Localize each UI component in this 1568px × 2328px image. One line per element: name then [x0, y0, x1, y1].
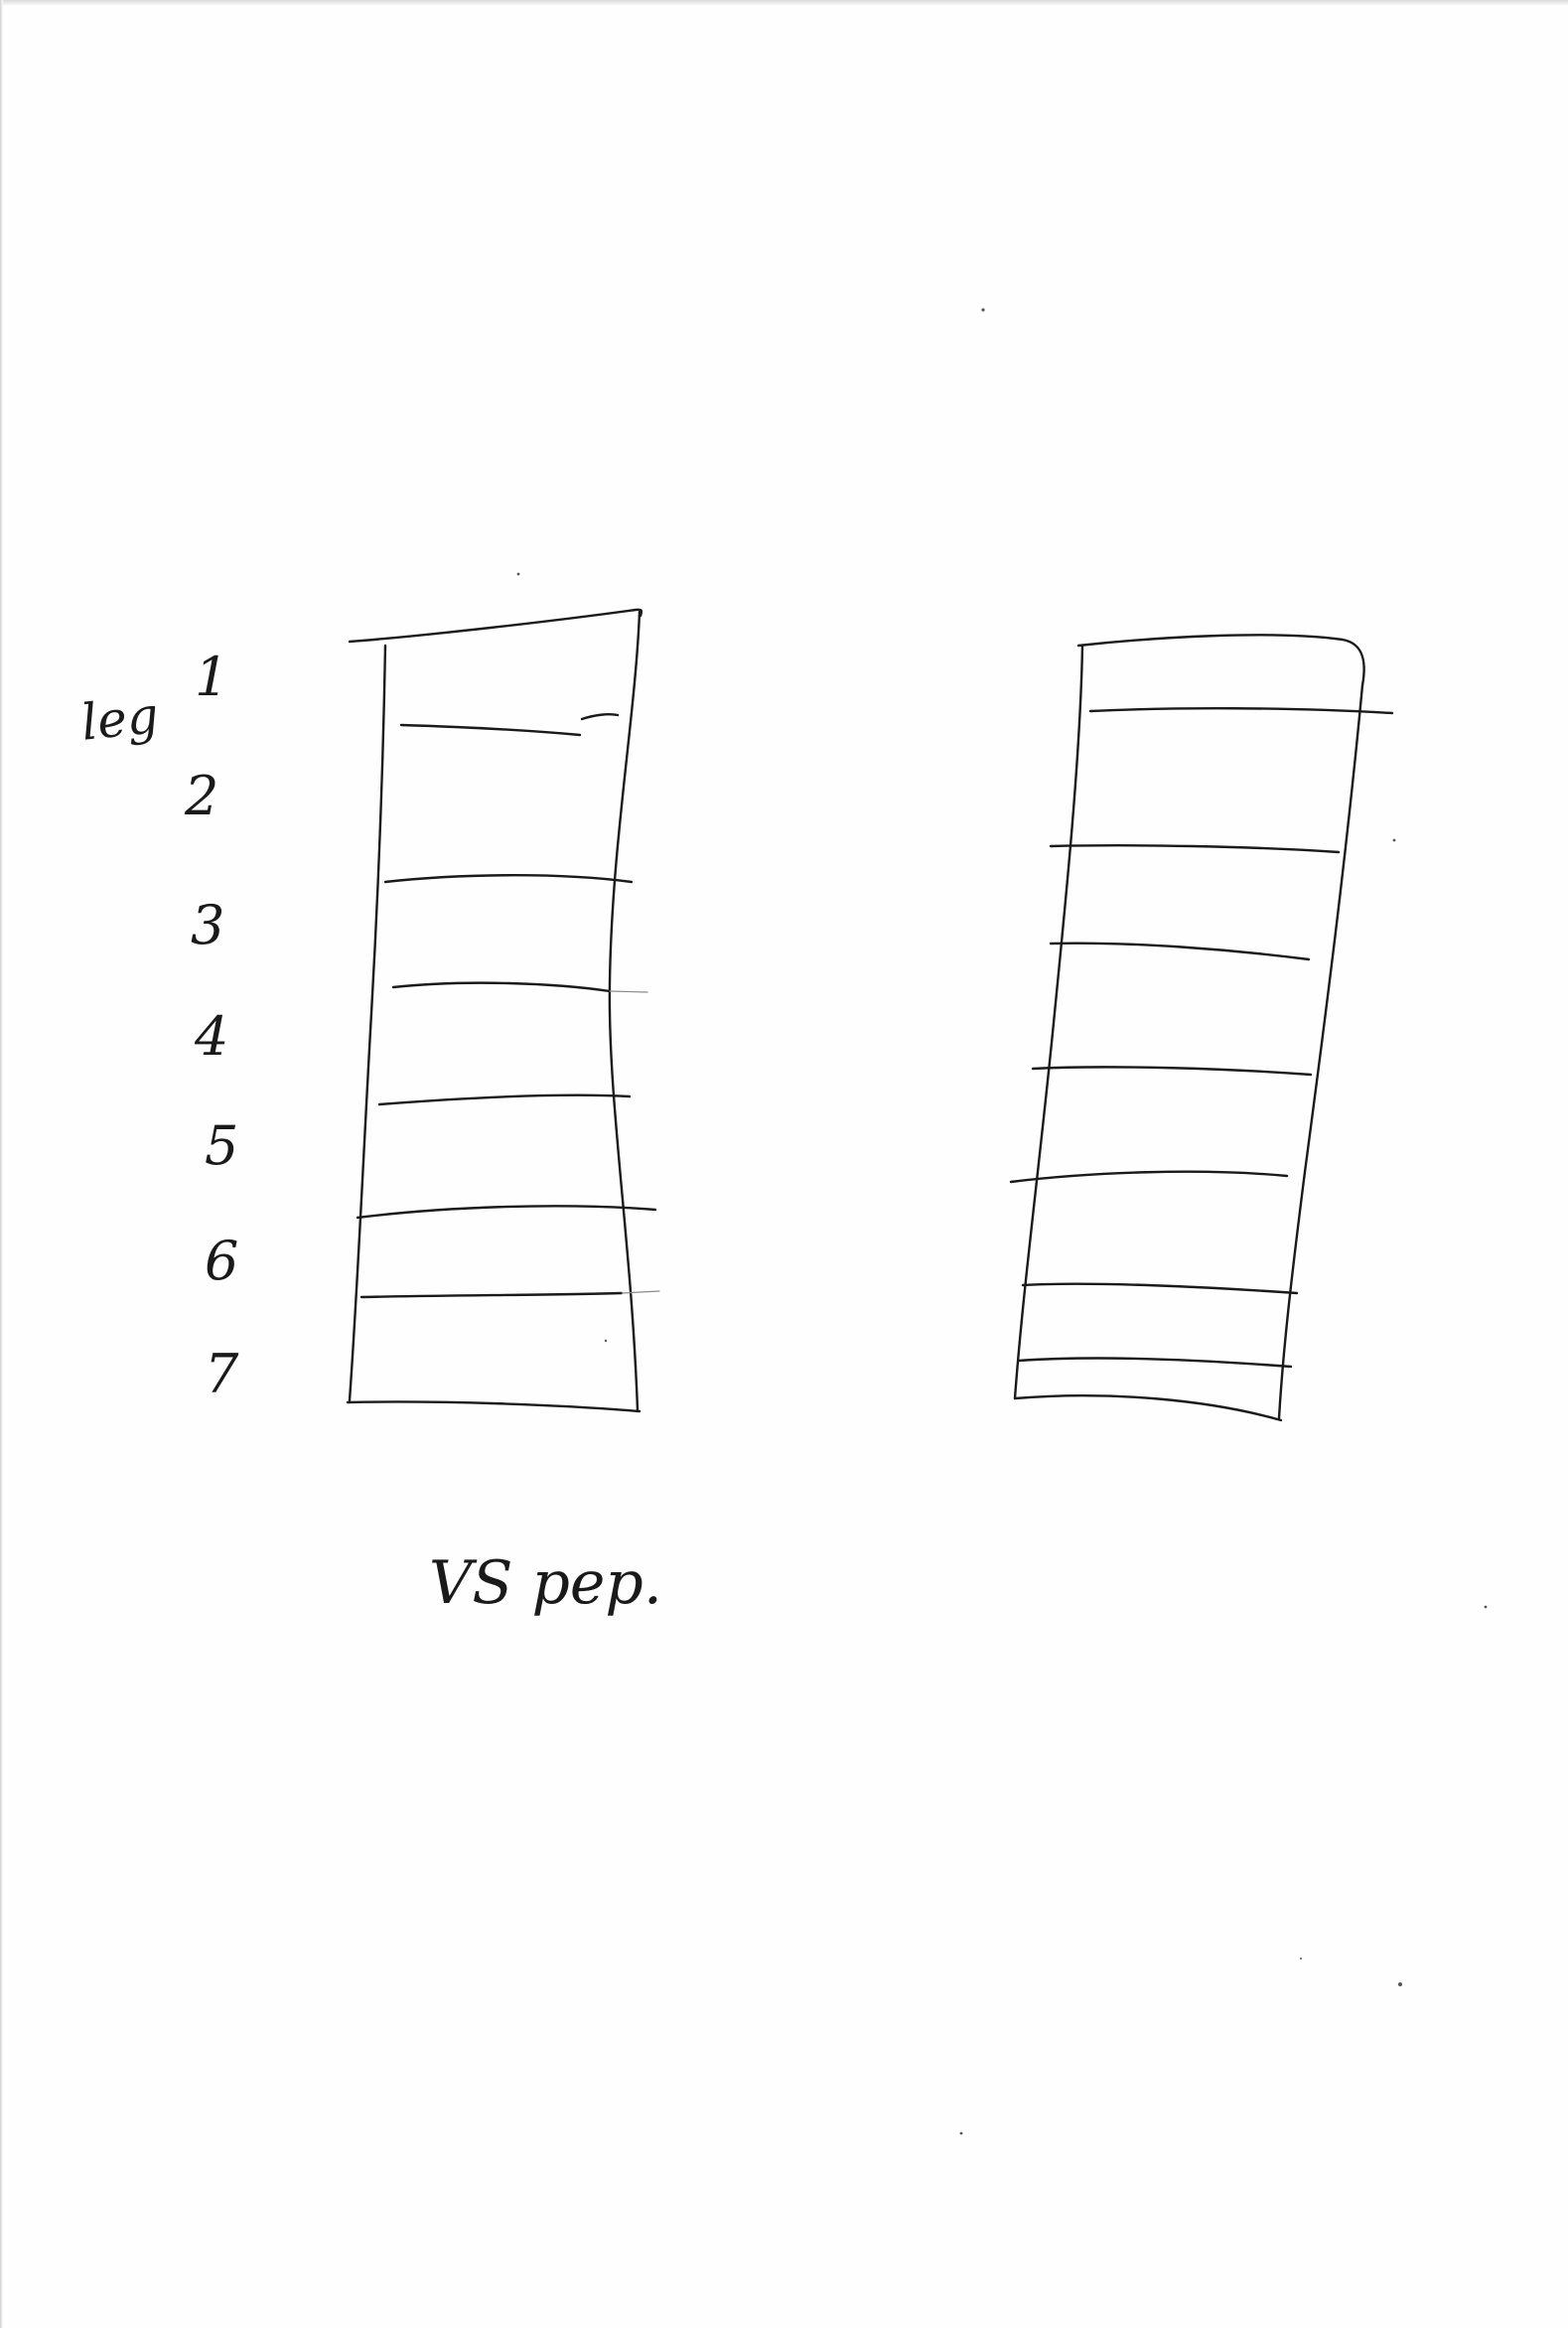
side-label: leg	[78, 686, 161, 752]
right-stack-divider-3	[1049, 942, 1311, 961]
right-stack-sketch	[1009, 634, 1394, 1422]
right-stack-divider-1	[1088, 707, 1394, 715]
scan-specks	[516, 308, 1488, 2135]
left-stack-divider-2	[383, 874, 634, 884]
left-stack-divider-1-tick	[580, 713, 620, 721]
right-stack-divider-4	[1031, 1066, 1313, 1077]
right-stack-divider-7	[1017, 1357, 1293, 1369]
row-number-list: 1 2 3 4 5 6 7	[184, 646, 239, 1405]
right-stack-divider-5	[1009, 1170, 1289, 1184]
row-number-1: 1	[195, 646, 228, 708]
scan-edge-left	[0, 0, 3, 2328]
right-stack-divider-6	[1021, 1282, 1299, 1295]
right-stack-divider-2	[1049, 844, 1341, 854]
left-stack-divider-3-tail	[609, 990, 648, 993]
right-stack-right-side	[1277, 683, 1364, 1420]
left-stack-divider-3	[391, 981, 612, 993]
row-number-3: 3	[191, 894, 224, 956]
left-stack-divider-4	[377, 1093, 632, 1106]
row-number-2: 2	[184, 765, 218, 827]
left-stack-top-edge	[348, 608, 643, 644]
left-stack-divider-5	[356, 1205, 657, 1220]
left-stack-divider-1	[399, 723, 582, 737]
left-stack-left-side	[348, 644, 387, 1402]
right-stack-left-side	[1013, 644, 1084, 1400]
right-stack-bottom-edge	[1013, 1394, 1283, 1422]
left-stack-sketch	[346, 608, 660, 1413]
left-stack-divider-6	[359, 1291, 624, 1299]
caption: VS pep.	[429, 1548, 662, 1618]
row-number-5: 5	[205, 1114, 238, 1177]
row-number-7: 7	[205, 1343, 239, 1405]
row-number-4: 4	[194, 1005, 228, 1068]
left-stack-divider-6-tail	[621, 1290, 660, 1294]
right-stack-top-edge	[1076, 634, 1365, 687]
scan-edge-top	[0, 0, 1568, 6]
row-number-6: 6	[205, 1230, 238, 1292]
left-stack-bottom-edge	[346, 1400, 641, 1413]
left-stack-right-side	[608, 610, 641, 1412]
